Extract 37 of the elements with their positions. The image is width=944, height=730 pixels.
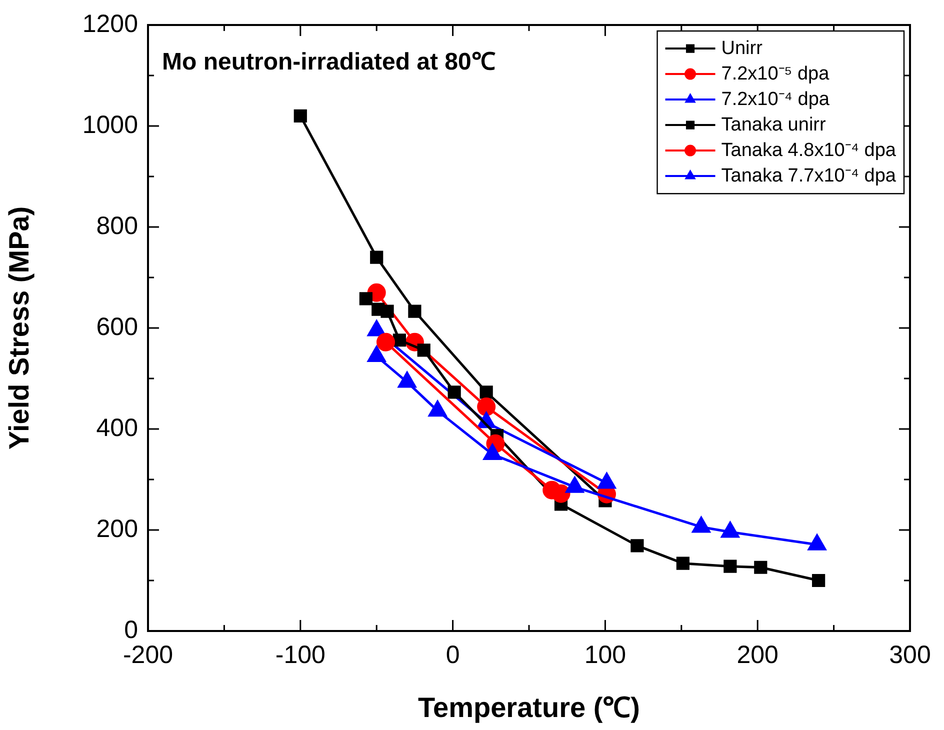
legend-label: 7.2x10⁻⁵ dpa [721, 63, 830, 84]
legend-label: Tanaka 7.7x10⁻⁴ dpa [721, 165, 896, 186]
point [417, 344, 430, 357]
x-tick-label: 300 [889, 640, 931, 669]
point [676, 556, 690, 570]
point [294, 109, 307, 122]
x-tick-label: 0 [446, 640, 460, 669]
point [359, 292, 372, 306]
point [477, 398, 496, 416]
point [630, 539, 644, 552]
legend-label: Tanaka 4.8x10⁻⁴ dpa [721, 140, 896, 161]
text: Mo neutron-irradiated at 80℃ [162, 48, 496, 76]
x-tick-label: -100 [275, 640, 326, 669]
point [812, 574, 826, 588]
y-tick-label: 1200 [82, 10, 138, 38]
y-tick-label: 1000 [82, 110, 138, 139]
x-axis-title: Temperature (℃) [418, 692, 640, 723]
y-tick-label: 200 [96, 514, 138, 543]
point [724, 560, 737, 573]
point [448, 386, 461, 399]
point [408, 304, 422, 318]
point [370, 250, 384, 264]
y-axis-title: Yield Stress (MPa) [4, 206, 35, 450]
point [552, 484, 570, 503]
point [480, 386, 493, 399]
legend-label: 7.2x10⁻⁴ dpa [721, 88, 830, 110]
x-tick-label: 100 [584, 640, 626, 669]
y-tick-label: 800 [96, 212, 138, 240]
legend-label: Unirr [721, 38, 764, 59]
y-tick-label: 600 [96, 312, 138, 341]
y-tick-label: 400 [96, 414, 138, 442]
point [392, 334, 406, 347]
legend-label: Tanaka unirr [721, 114, 826, 136]
x-tick-label: 200 [736, 640, 778, 669]
point [376, 332, 395, 352]
point [380, 304, 394, 318]
point [754, 560, 768, 574]
